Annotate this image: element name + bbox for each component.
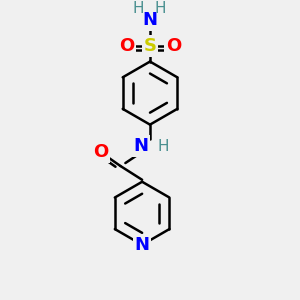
Text: S: S	[143, 37, 157, 55]
Text: N: N	[133, 137, 148, 155]
Text: H: H	[132, 1, 144, 16]
Text: O: O	[119, 37, 134, 55]
Text: N: N	[135, 236, 150, 254]
Text: N: N	[142, 11, 158, 29]
Text: H: H	[158, 139, 170, 154]
Text: O: O	[166, 37, 181, 55]
Text: O: O	[93, 143, 108, 161]
Text: H: H	[154, 1, 166, 16]
